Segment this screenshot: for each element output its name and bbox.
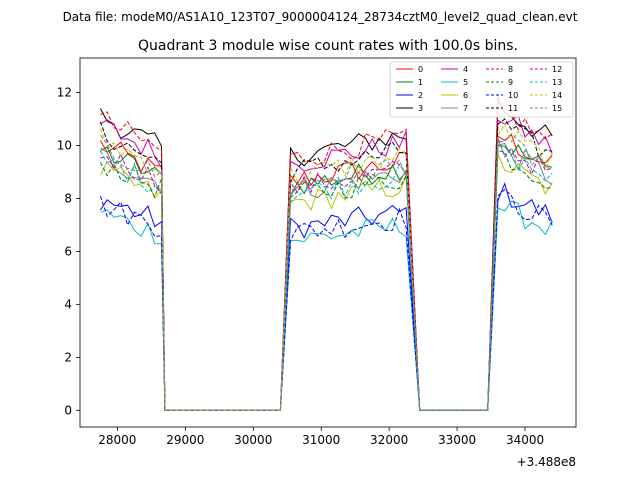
y-tick-label: 10 bbox=[57, 138, 72, 152]
legend-label-4: 4 bbox=[463, 65, 468, 74]
legend-label-13: 13 bbox=[552, 78, 562, 87]
legend-label-3: 3 bbox=[418, 104, 423, 113]
legend-label-15: 15 bbox=[552, 104, 562, 113]
legend-box bbox=[389, 61, 574, 118]
suptitle: Data file: modeM0/AS1A10_123T07_90000041… bbox=[63, 10, 578, 24]
x-tick-label: 29000 bbox=[166, 433, 204, 447]
legend-label-12: 12 bbox=[552, 65, 562, 74]
x-tick-label: 31000 bbox=[302, 433, 340, 447]
series-line-14 bbox=[99, 122, 553, 411]
series-layer bbox=[99, 94, 553, 411]
legend-label-0: 0 bbox=[418, 65, 423, 74]
y-tick-label: 8 bbox=[64, 191, 72, 205]
legend-label-8: 8 bbox=[508, 65, 513, 74]
legend-label-14: 14 bbox=[552, 91, 562, 100]
legend-label-6: 6 bbox=[463, 91, 468, 100]
legend-label-2: 2 bbox=[418, 91, 423, 100]
legend-label-7: 7 bbox=[463, 104, 468, 113]
legend-label-11: 11 bbox=[508, 104, 518, 113]
x-axis: 28000 29000 30000 31000 32000 33000 34000 bbox=[98, 427, 544, 447]
x-tick-label: 28000 bbox=[98, 433, 136, 447]
x-tick-label: 33000 bbox=[438, 433, 476, 447]
legend-label-10: 10 bbox=[508, 91, 518, 100]
x-tick-label: 30000 bbox=[234, 433, 272, 447]
legend-label-9: 9 bbox=[508, 78, 513, 87]
y-tick-label: 2 bbox=[64, 350, 72, 364]
chart-title: Quadrant 3 module wise count rates with … bbox=[138, 38, 518, 54]
legend-label-5: 5 bbox=[463, 78, 468, 87]
x-offset-label: +3.488e8 bbox=[517, 455, 576, 469]
y-tick-label: 6 bbox=[64, 244, 72, 258]
legend-label-1: 1 bbox=[418, 78, 423, 87]
y-tick-label: 4 bbox=[64, 297, 72, 311]
y-axis: 0 2 4 6 8 10 12 bbox=[57, 85, 80, 417]
x-tick-label: 34000 bbox=[506, 433, 544, 447]
y-tick-label: 0 bbox=[64, 403, 72, 417]
plot-frame bbox=[79, 57, 577, 428]
x-tick-label: 32000 bbox=[370, 433, 408, 447]
y-tick-label: 12 bbox=[57, 85, 72, 99]
